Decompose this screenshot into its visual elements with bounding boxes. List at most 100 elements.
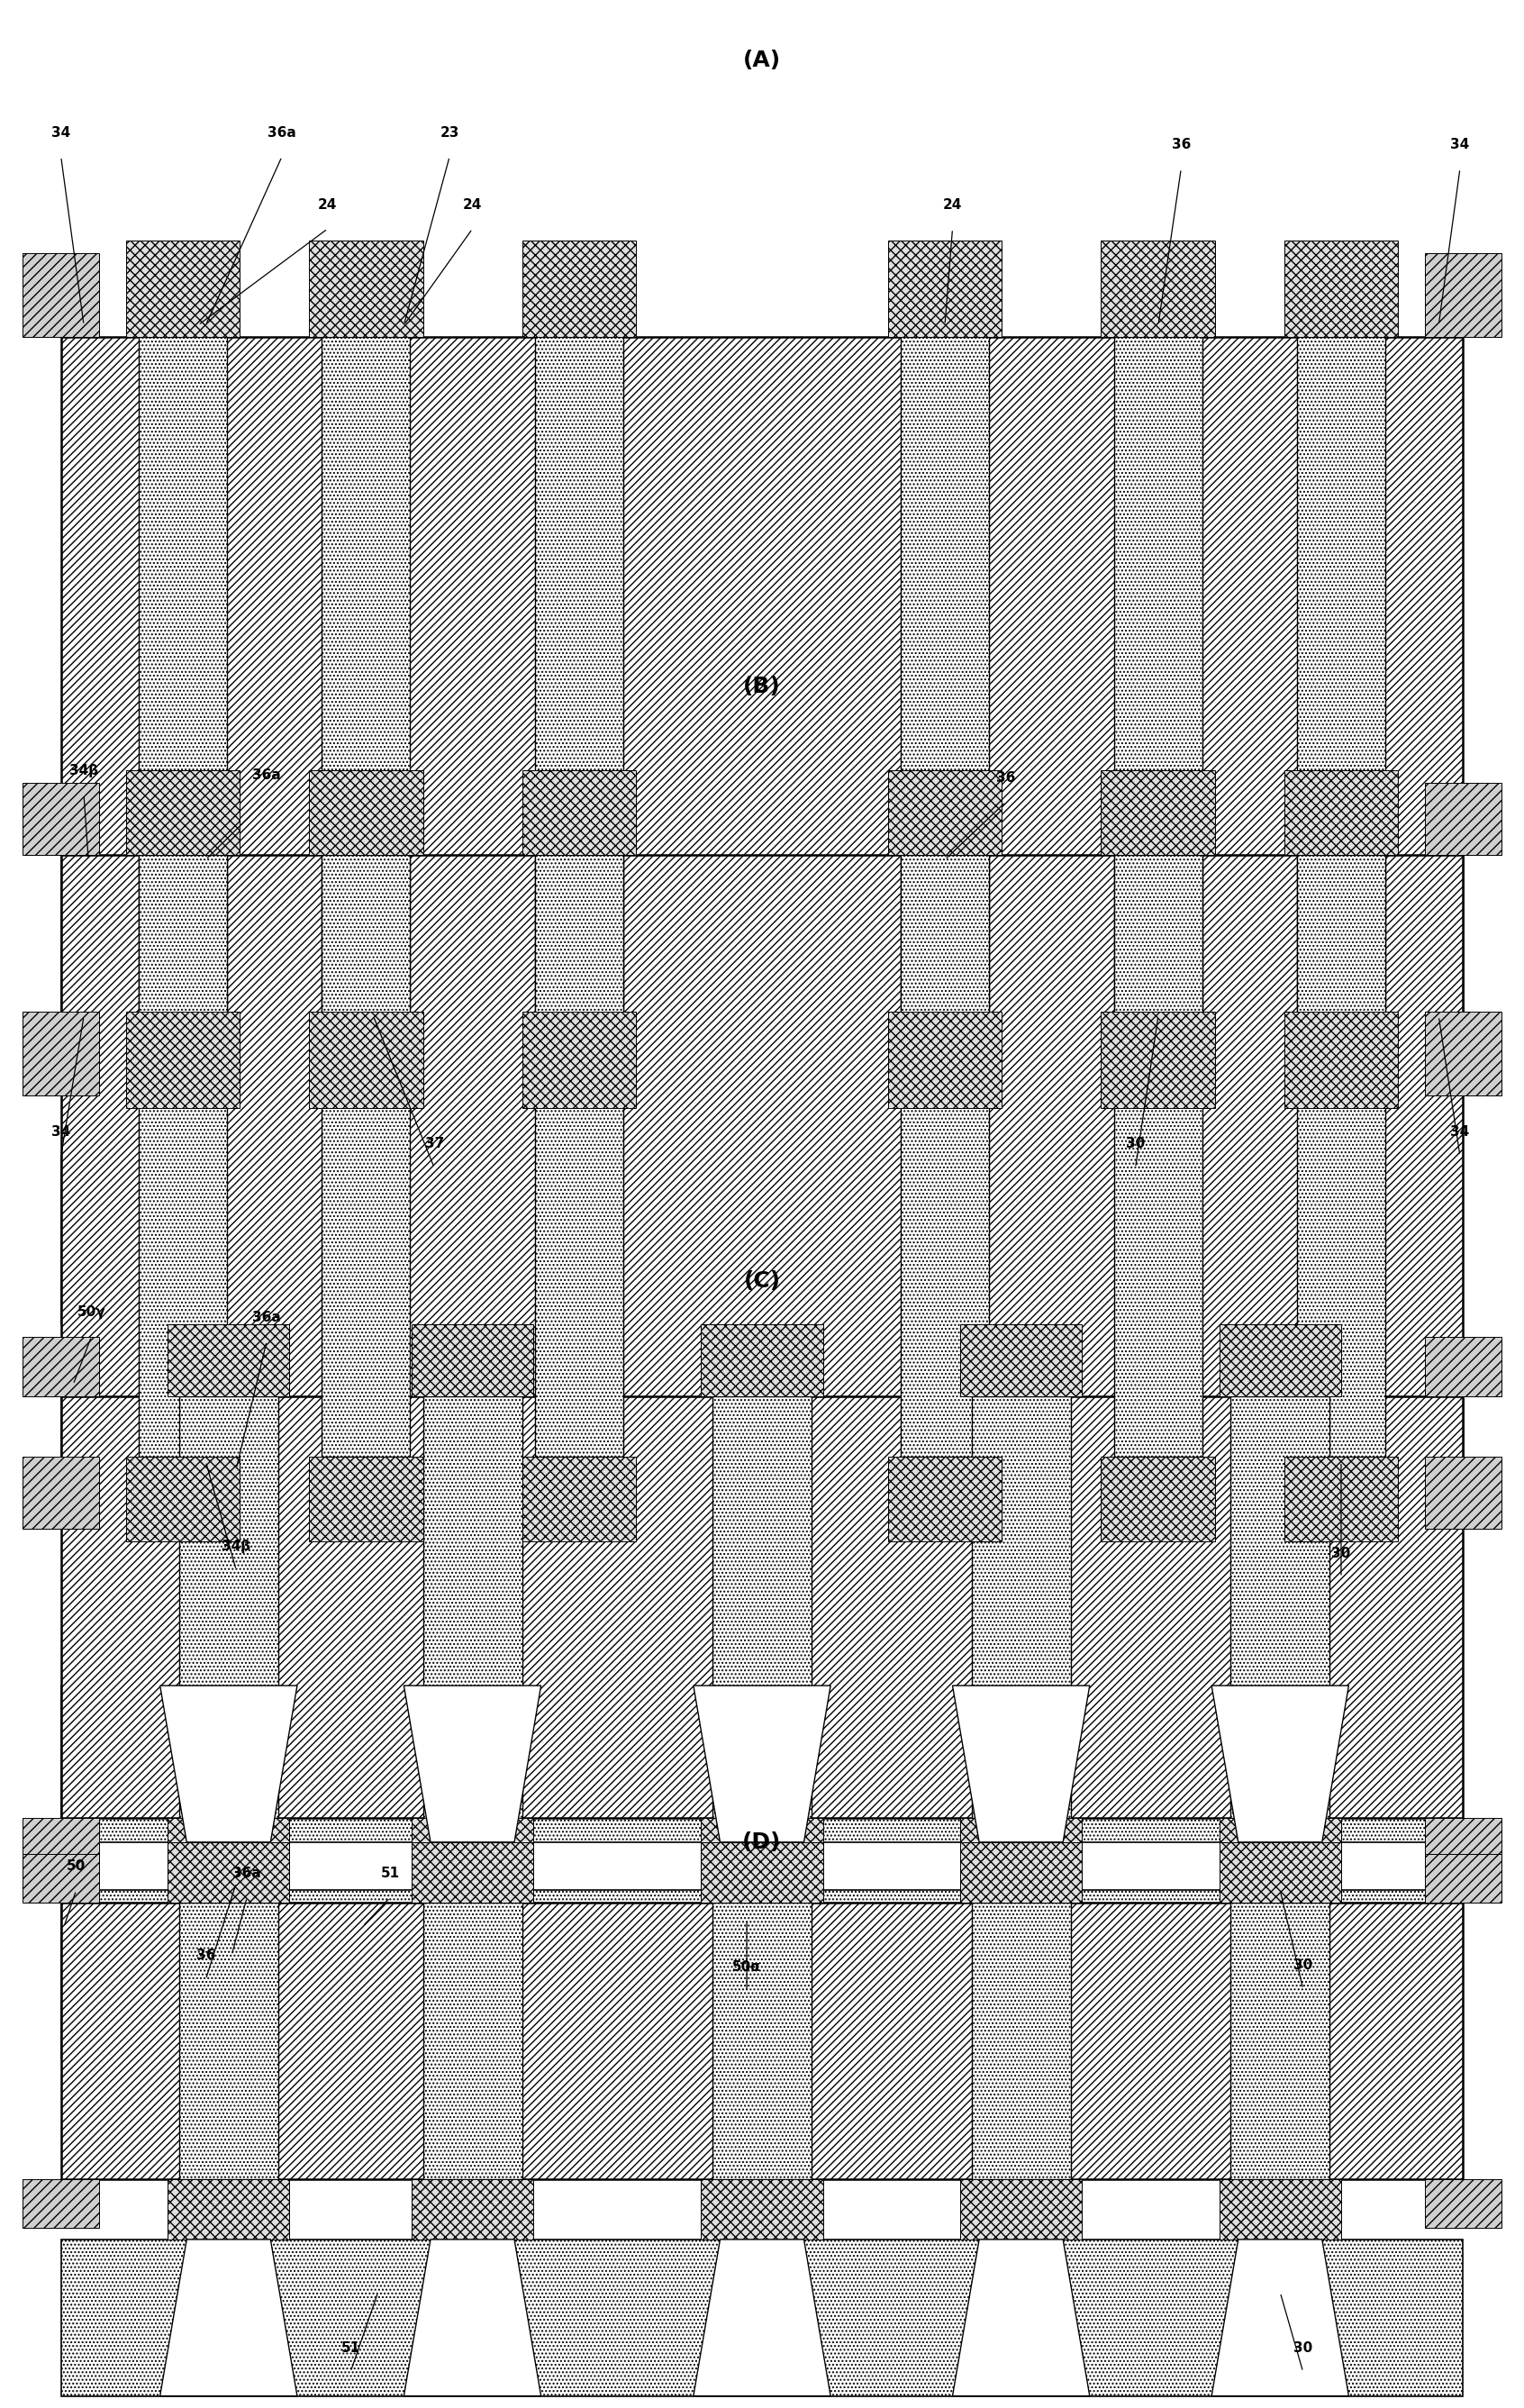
Bar <box>521 241 637 337</box>
Bar <box>712 1902 811 2179</box>
Bar <box>887 241 1001 337</box>
Bar <box>125 241 239 337</box>
Polygon shape <box>693 2239 831 2396</box>
Bar <box>139 855 227 1457</box>
Text: 24: 24 <box>943 197 962 212</box>
Bar <box>23 783 99 855</box>
Bar <box>1219 1842 1341 1902</box>
Text: 23: 23 <box>440 125 459 140</box>
Text: 37: 37 <box>425 1137 443 1151</box>
Bar <box>178 1397 277 1818</box>
Bar <box>1283 1457 1398 1541</box>
Bar <box>1114 855 1202 1457</box>
Bar <box>308 1011 422 1108</box>
Bar <box>1297 337 1385 1011</box>
Text: 36a: 36a <box>268 125 296 140</box>
Bar <box>61 337 1463 1011</box>
Bar <box>1231 1397 1329 1818</box>
Text: 50γ: 50γ <box>78 1305 105 1320</box>
Bar <box>521 1011 637 1108</box>
Bar <box>701 1324 823 1397</box>
Polygon shape <box>160 2239 297 2396</box>
Bar <box>960 1324 1082 1397</box>
Bar <box>422 1902 521 2179</box>
Text: 34: 34 <box>52 1125 70 1139</box>
Text: 24: 24 <box>463 197 482 212</box>
Bar <box>61 1902 1463 2179</box>
Bar <box>1425 783 1501 855</box>
Text: 50: 50 <box>67 1859 85 1873</box>
Bar <box>887 1457 1001 1541</box>
Polygon shape <box>404 1686 541 1842</box>
Bar <box>61 855 1463 1457</box>
Bar <box>322 337 410 1011</box>
Bar <box>23 253 99 337</box>
Text: 30: 30 <box>1294 2341 1312 2355</box>
Bar <box>1114 337 1202 1011</box>
Text: 24: 24 <box>319 197 337 212</box>
Polygon shape <box>952 1686 1090 1842</box>
Bar <box>972 1902 1070 2179</box>
Text: 36a: 36a <box>253 768 280 783</box>
Text: (C): (C) <box>744 1271 780 1291</box>
Bar <box>1219 1818 1341 1890</box>
Bar <box>322 855 410 1457</box>
Bar <box>535 337 623 1011</box>
Bar <box>125 1457 239 1541</box>
Bar <box>521 1457 637 1541</box>
Text: 36: 36 <box>997 771 1015 785</box>
Bar <box>23 2179 99 2227</box>
Bar <box>535 855 623 1457</box>
Bar <box>61 1397 1463 1818</box>
Bar <box>1425 1336 1501 1397</box>
Bar <box>1425 1457 1501 1529</box>
Bar <box>411 1324 533 1397</box>
Bar <box>1219 1324 1341 1397</box>
Text: 34β: 34β <box>70 763 98 778</box>
Polygon shape <box>693 1686 831 1842</box>
Bar <box>125 771 239 855</box>
Bar <box>308 771 422 855</box>
Bar <box>411 1818 533 1890</box>
Bar <box>61 1686 1463 1842</box>
Bar <box>1283 1011 1398 1108</box>
Text: (A): (A) <box>744 51 780 70</box>
Text: 36: 36 <box>1172 137 1190 152</box>
Text: 30: 30 <box>1332 1546 1350 1560</box>
Bar <box>422 1397 521 1818</box>
Text: 36a: 36a <box>253 1310 280 1324</box>
Bar <box>411 1842 533 1902</box>
Bar <box>701 1842 823 1902</box>
Bar <box>61 1890 1463 2059</box>
Polygon shape <box>1212 1686 1349 1842</box>
Bar <box>1283 241 1398 337</box>
Bar <box>1425 1011 1501 1096</box>
Bar <box>1100 1457 1215 1541</box>
Bar <box>712 1397 811 1818</box>
Text: 51: 51 <box>341 2341 360 2355</box>
Bar <box>972 1397 1070 1818</box>
Bar <box>23 1818 99 1878</box>
Bar <box>168 1818 290 1890</box>
Bar <box>1100 771 1215 855</box>
Text: 34: 34 <box>1451 1125 1469 1139</box>
Bar <box>308 1457 422 1541</box>
Bar <box>1425 1854 1501 1902</box>
Bar <box>1297 855 1385 1457</box>
Polygon shape <box>160 1686 297 1842</box>
Bar <box>23 1011 99 1096</box>
Polygon shape <box>404 2239 541 2396</box>
Bar <box>178 1902 277 2179</box>
Bar <box>411 2179 533 2239</box>
Polygon shape <box>952 2239 1090 2396</box>
Bar <box>960 2179 1082 2239</box>
Text: 30: 30 <box>1294 1958 1312 1972</box>
Bar <box>1100 1011 1215 1108</box>
Bar <box>960 1842 1082 1902</box>
Bar <box>887 771 1001 855</box>
Bar <box>61 1156 1463 1324</box>
Bar <box>1219 2179 1341 2239</box>
Text: 34: 34 <box>1451 137 1469 152</box>
Bar <box>901 337 989 1011</box>
Bar <box>1425 2179 1501 2227</box>
